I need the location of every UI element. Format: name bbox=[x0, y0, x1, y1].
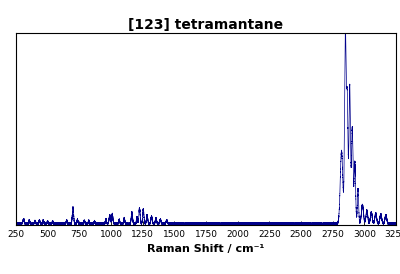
X-axis label: Raman Shift / cm⁻¹: Raman Shift / cm⁻¹ bbox=[147, 244, 265, 254]
Title: [123] tetramantane: [123] tetramantane bbox=[128, 18, 284, 32]
